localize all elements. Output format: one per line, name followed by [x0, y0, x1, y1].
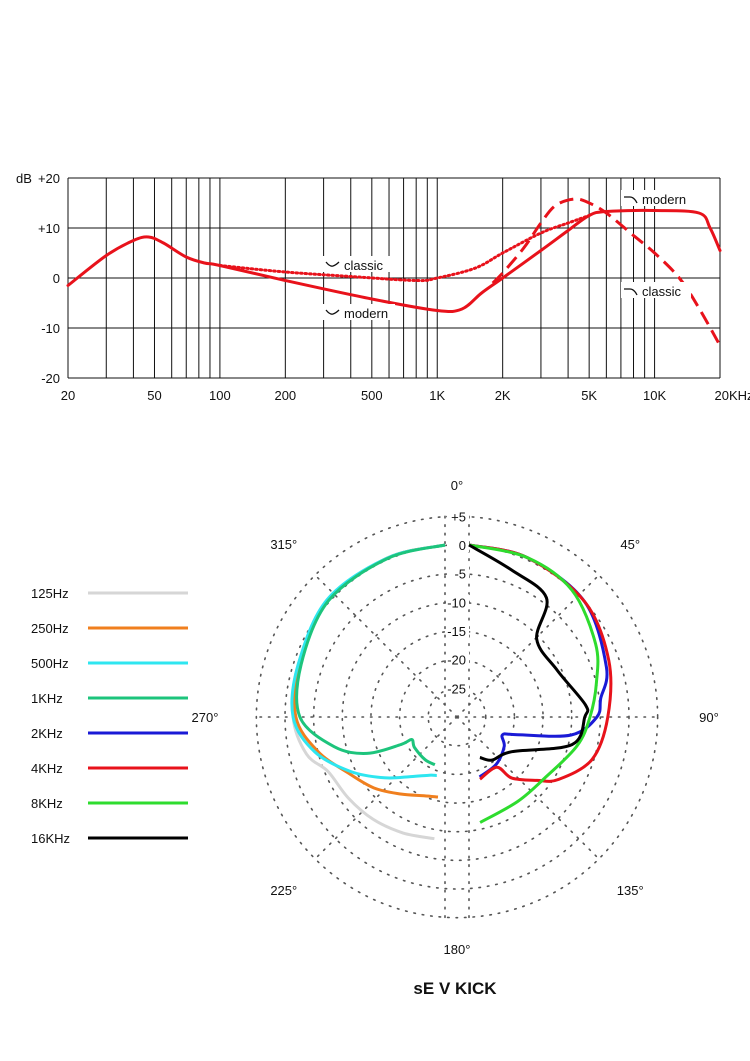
- polar-curve-2khz: [468, 543, 609, 779]
- y-tick-label: -10: [41, 321, 60, 336]
- curve-annotation: classic: [621, 282, 691, 299]
- annotation-label: classic: [344, 258, 384, 273]
- radial-label-background: [447, 622, 469, 638]
- polar-curve-8khz: [468, 543, 600, 824]
- angle-tick-label: 90°: [699, 710, 719, 725]
- x-tick-label: 1K: [429, 388, 445, 403]
- y-axis-label: dB: [16, 171, 32, 186]
- legend-label: 4KHz: [31, 761, 63, 776]
- polar-spoke: [456, 574, 600, 718]
- angle-tick-label: 270°: [192, 710, 219, 725]
- annotation-background: [323, 304, 395, 320]
- response-curve-dashed: [491, 197, 722, 347]
- annotation-label: modern: [344, 306, 388, 321]
- polar-ring: [312, 572, 602, 862]
- angle-tick-label: 0°: [451, 478, 463, 493]
- curve-annotation: modern: [323, 304, 395, 321]
- polar-legend: 125Hz 250Hz 500Hz 1KHz 2KHz 4KHz 8KHz 16KHz: [31, 586, 188, 846]
- x-tick-label: 5K: [581, 388, 597, 403]
- radial-label-background: [447, 508, 469, 524]
- annotation-label: modern: [642, 192, 686, 207]
- radial-tick-label: -5: [454, 567, 466, 582]
- radial-tick-label: -15: [447, 624, 466, 639]
- polar-curve-1khz: [295, 543, 446, 767]
- radial-label-background: [447, 565, 469, 581]
- y-tick-label: 0: [53, 271, 60, 286]
- legend-label: 8KHz: [31, 796, 63, 811]
- angle-tick-label: 135°: [617, 883, 644, 898]
- angle-tick-label: 180°: [444, 942, 471, 957]
- legend-label: 500Hz: [31, 656, 69, 671]
- polar-curve-4khz: [468, 543, 613, 783]
- radial-tick-label: -10: [447, 595, 466, 610]
- radial-tick-label: 0: [459, 538, 466, 553]
- radial-tick-label: +5: [451, 509, 466, 524]
- legend-label: 125Hz: [31, 586, 69, 601]
- legend-label: 1KHz: [31, 691, 63, 706]
- x-tick-label: 2K: [495, 388, 511, 403]
- high-shelf-icon: [624, 288, 638, 296]
- radial-tick-label: -20: [447, 653, 466, 668]
- y-tick-label: +10: [38, 221, 60, 236]
- legend-label: 250Hz: [31, 621, 69, 636]
- curve-annotation: modern: [621, 190, 691, 207]
- radial-label-background: [447, 594, 469, 610]
- polar-ring: [398, 658, 516, 776]
- x-tick-label: 10K: [643, 388, 666, 403]
- annotation-background: [621, 282, 691, 298]
- frequency-response-chart: +20 +10 0 -10 -20 dB 20 50 100 200 500 1K 2K 5K 10K 20K…: [16, 171, 750, 403]
- polar-curve-500hz: [290, 543, 446, 780]
- polar-ring: [341, 601, 573, 833]
- y-tick-label: +20: [38, 171, 60, 186]
- radial-label-background: [447, 651, 469, 667]
- low-shelf-cut-icon: [325, 261, 340, 267]
- radial-label-background: [447, 537, 469, 552]
- high-shelf-icon: [624, 196, 638, 204]
- angle-tick-label: 315°: [270, 537, 297, 552]
- polar-pattern-chart: +5 0 -5 -10 -15 -20 -25 0° 45° 90° 135° 180° 225° 270…: [192, 478, 719, 957]
- radial-tick-label: -25: [447, 681, 466, 696]
- x-tick-label: 200: [274, 388, 296, 403]
- polar-spoke: [314, 716, 458, 860]
- x-tick-label: 50: [147, 388, 161, 403]
- x-tick-label: 20: [61, 388, 75, 403]
- low-shelf-cut-icon: [325, 309, 340, 315]
- x-tick-label: 100: [209, 388, 231, 403]
- annotation-label: classic: [642, 284, 682, 299]
- x-tick-label: 20KHz: [714, 388, 750, 403]
- y-tick-label: -20: [41, 371, 60, 386]
- angle-tick-label: 45°: [620, 537, 640, 552]
- radial-label-background: [447, 680, 469, 696]
- response-curve-solid: [66, 208, 722, 314]
- annotation-background: [621, 190, 691, 206]
- annotation-background: [323, 256, 395, 272]
- angle-tick-label: 225°: [270, 883, 297, 898]
- legend-label: 2KHz: [31, 726, 63, 741]
- response-curve-dotted: [218, 214, 591, 283]
- polar-title: sE V KICK: [413, 979, 497, 998]
- x-tick-label: 500: [361, 388, 383, 403]
- polar-spoke: [456, 716, 600, 860]
- curve-annotation: classic: [323, 256, 395, 273]
- polar-curve-16khz: [468, 543, 590, 762]
- polar-spoke: [314, 574, 458, 718]
- legend-label: 16KHz: [31, 831, 70, 846]
